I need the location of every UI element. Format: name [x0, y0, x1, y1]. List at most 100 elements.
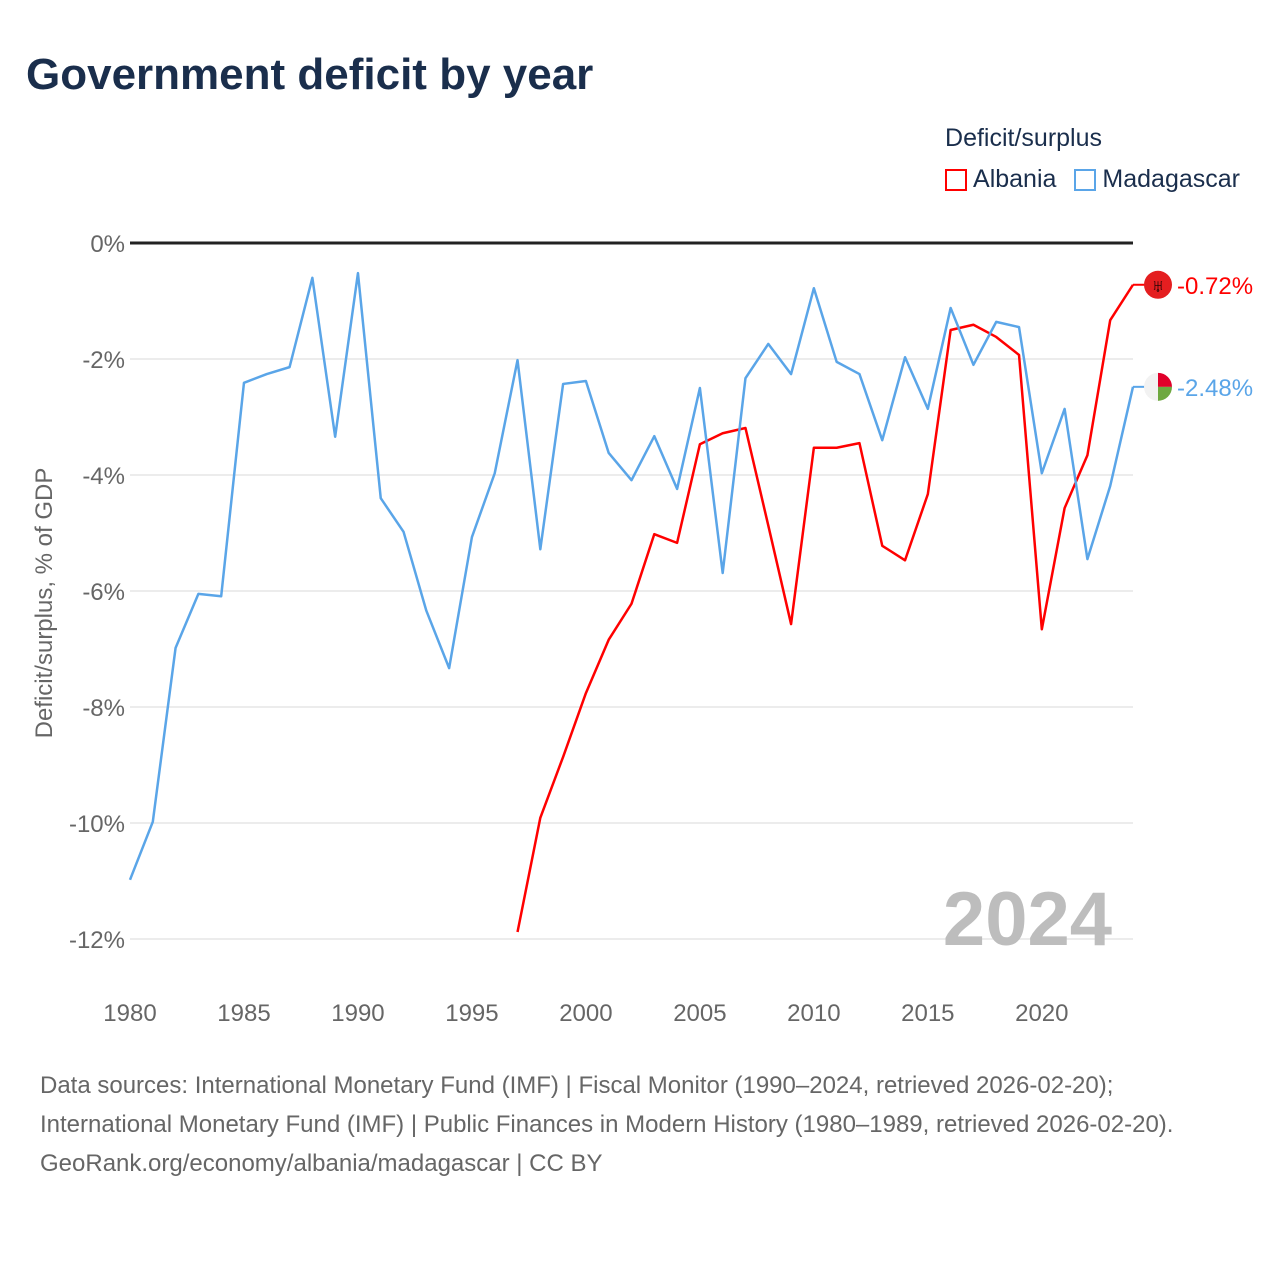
- x-tick-label: 1980: [103, 1000, 156, 1027]
- data-point: [949, 306, 953, 310]
- data-point: [903, 355, 907, 359]
- data-point: [812, 286, 816, 290]
- x-tick-label: 1990: [331, 1000, 384, 1027]
- madagascar-flag-icon: [1144, 372, 1158, 401]
- data-point: [652, 434, 656, 438]
- data-point: [857, 372, 861, 376]
- data-point: [128, 878, 132, 882]
- data-point: [1108, 318, 1112, 322]
- data-point: [766, 342, 770, 346]
- x-tick-label: 1995: [445, 1000, 498, 1027]
- y-tick-label: -6%: [82, 579, 125, 606]
- data-point: [721, 431, 725, 435]
- x-tick-label: 2005: [673, 1000, 726, 1027]
- data-point: [470, 535, 474, 539]
- data-point: [857, 441, 861, 445]
- data-point: [949, 328, 953, 332]
- albania-flag-icon: [1144, 270, 1172, 299]
- flag-red-part: [1158, 372, 1172, 387]
- data-point: [971, 363, 975, 367]
- data-point: [1017, 353, 1021, 357]
- data-point: [835, 446, 839, 450]
- legend-swatch-madagascar: [1074, 168, 1097, 191]
- data-point: [743, 426, 747, 430]
- data-point: [835, 360, 839, 364]
- y-tick-label: -4%: [82, 463, 125, 490]
- data-point: [333, 435, 337, 439]
- legend-label: Albania: [973, 165, 1057, 193]
- data-point: [926, 407, 930, 411]
- data-point: [971, 323, 975, 327]
- legend-title: Deficit/surplus: [945, 124, 1103, 152]
- data-point: [196, 592, 200, 596]
- end-value-label: -2.48%: [1177, 375, 1253, 402]
- data-point: [675, 541, 679, 545]
- data-point: [561, 755, 565, 759]
- data-point: [265, 372, 269, 376]
- x-tick-label: 2010: [787, 1000, 840, 1027]
- data-point: [219, 594, 223, 598]
- data-point: [424, 609, 428, 613]
- data-point: [538, 547, 542, 551]
- series-line-madagascar: [128, 271, 1135, 881]
- data-point: [561, 382, 565, 386]
- y-axis-label: Deficit/surplus, % of GDP: [31, 468, 58, 739]
- year-annotation: 2024: [943, 877, 1112, 962]
- data-point: [926, 492, 930, 496]
- data-point: [880, 438, 884, 442]
- legend-swatch-albania: [945, 168, 968, 191]
- legend-item-albania[interactable]: Albania: [945, 165, 1056, 194]
- data-point: [151, 820, 155, 824]
- footer: Data sources: International Monetary Fun…: [40, 1066, 1240, 1183]
- data-point: [1063, 407, 1067, 411]
- data-point: [1108, 484, 1112, 488]
- data-point: [630, 478, 634, 482]
- end-value-label: -0.72%: [1177, 273, 1253, 300]
- data-point: [630, 602, 634, 606]
- data-point: [356, 271, 360, 275]
- legend: Deficit/surplus Albania Madagascar: [945, 124, 1240, 194]
- data-point: [447, 666, 451, 670]
- x-tick-label: 2020: [1015, 1000, 1068, 1027]
- y-tick-label: -10%: [69, 811, 125, 838]
- data-point: [1040, 471, 1044, 475]
- legend-label: Madagascar: [1102, 165, 1240, 193]
- data-point: [903, 558, 907, 562]
- x-tick-label: 2015: [901, 1000, 954, 1027]
- data-point: [1085, 557, 1089, 561]
- x-tick-label: 2000: [559, 1000, 612, 1027]
- data-point: [607, 638, 611, 642]
- data-point: [516, 358, 520, 362]
- data-point: [1063, 506, 1067, 510]
- data-point: [789, 372, 793, 376]
- series-line-albania: [516, 284, 1135, 933]
- legend-item-madagascar[interactable]: Madagascar: [1074, 165, 1240, 194]
- data-point: [242, 381, 246, 385]
- data-point: [698, 386, 702, 390]
- y-tick-label: -8%: [82, 695, 125, 722]
- page-title: Government deficit by year: [26, 50, 594, 99]
- data-point: [1040, 627, 1044, 631]
- data-point: [174, 646, 178, 650]
- eagle-icon: ♅: [1151, 276, 1165, 296]
- data-point: [288, 365, 292, 369]
- data-point: [607, 451, 611, 455]
- y-tick-label: 0%: [90, 231, 125, 258]
- data-point: [538, 816, 542, 820]
- credit-link[interactable]: GeoRank.org/economy/albania/madagascar |…: [40, 1150, 603, 1177]
- data-point: [516, 930, 520, 934]
- data-point: [698, 442, 702, 446]
- data-point: [584, 691, 588, 695]
- data-point: [880, 544, 884, 548]
- y-tick-label: -2%: [82, 347, 125, 374]
- data-point: [994, 335, 998, 339]
- data-point: [584, 379, 588, 383]
- data-point: [379, 496, 383, 500]
- data-point: [310, 276, 314, 280]
- line-chart: 0% -2% -4% -6% -8% -10% -12% 1980 1985 1990 1995 20…: [31, 231, 1253, 1027]
- data-point: [1085, 453, 1089, 457]
- data-point: [675, 487, 679, 491]
- data-point: [743, 376, 747, 380]
- data-point: [652, 532, 656, 536]
